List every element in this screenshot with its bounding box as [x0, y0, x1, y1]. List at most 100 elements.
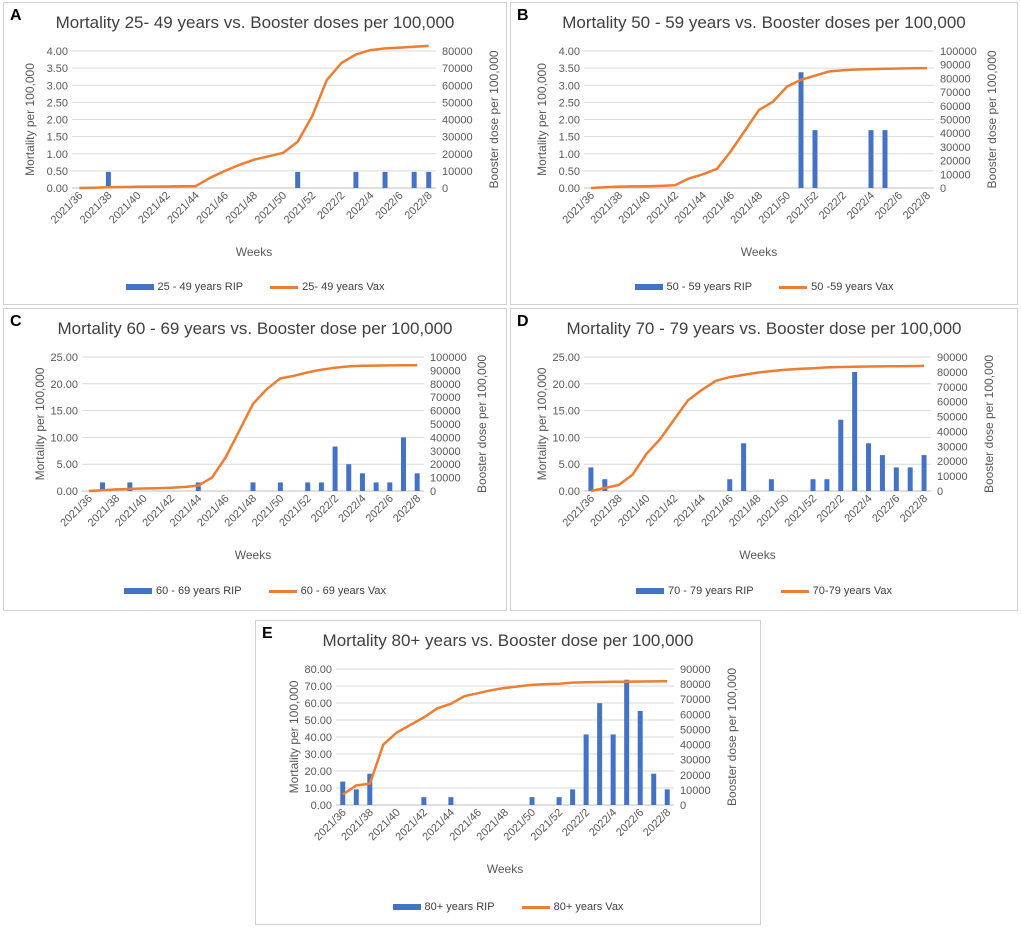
bar-rip [810, 479, 816, 491]
bar-rip [250, 482, 256, 491]
bar-rip [105, 171, 111, 188]
bar-rip [812, 130, 818, 188]
x-axis-title: Weeks [741, 245, 777, 259]
bar-rip [373, 482, 379, 491]
panel-letter-d: D [517, 313, 529, 330]
bar-rip [624, 679, 630, 805]
bar-rip [367, 773, 373, 805]
legend-label-rip: 50 - 59 years RIP [666, 281, 753, 294]
bar-rip [426, 171, 432, 188]
legend-label-rip: 70 - 79 years RIP [668, 585, 754, 598]
y2-tick-label: 70000 [430, 392, 461, 404]
bar-rip [353, 171, 359, 188]
panel-letter-c: C [10, 313, 22, 330]
bar-rip [556, 797, 562, 805]
bar-rip [907, 467, 913, 491]
panel-letter-b: B [517, 7, 529, 24]
x-tick-label: 2022/4 [845, 190, 877, 222]
y2-tick-label: 70000 [442, 63, 473, 75]
y-tick-label: 20.00 [552, 379, 580, 391]
y2-tick-label: 20000 [940, 156, 971, 168]
y2-tick-label: 20000 [680, 770, 711, 782]
y2-tick-label: 10000 [430, 473, 461, 485]
y-tick-label: 3.50 [47, 63, 68, 75]
y-tick-label: 60.00 [304, 698, 332, 710]
x-tick-label: 2021/52 [282, 190, 319, 227]
y2-tick-label: 0 [680, 800, 686, 812]
bar-rip [305, 482, 311, 491]
y-tick-label: 15.00 [552, 406, 580, 418]
y2-tick-label: 60000 [937, 397, 968, 409]
y-tick-label: 4.00 [47, 46, 68, 58]
y2-tick-label: 30000 [430, 446, 461, 458]
legend-swatch-line [268, 589, 297, 593]
y2-tick-label: 80000 [442, 46, 473, 58]
y-tick-label: 15.00 [50, 406, 78, 418]
y-tick-label: 5.00 [57, 459, 78, 471]
chart-title-d: Mortality 70 - 79 years vs. Booster dose… [566, 319, 962, 338]
bar-rip [387, 482, 393, 491]
bar-rip [127, 482, 133, 491]
legend-swatch-line [521, 905, 550, 909]
y2-tick-label: 70000 [937, 382, 968, 394]
y-tick-label: 3.00 [47, 80, 68, 92]
legend-item-rip-a: 25 - 49 years RIP [125, 281, 243, 293]
y2-tick-label: 80000 [680, 679, 711, 691]
bar-rip [921, 455, 927, 491]
legend-item-rip-c: 60 - 69 years RIP [123, 585, 242, 597]
y-tick-label: 2.50 [559, 97, 580, 109]
chart-svg-e: 0.00 10.00 20.00 30.00 40.00 50.00 60.00 70.00 8… [287, 664, 739, 876]
x-tick-label: 2022/8 [391, 493, 423, 525]
chart-svg-b: 0.00 0.50 1.00 1.50 2.00 2.50 3.00 3.50 4.00 0 100… [535, 46, 999, 259]
legend-label-vax: 80+ years Vax [553, 901, 624, 914]
y2-tick-label: 100000 [430, 352, 467, 364]
y2-tick-label: 20000 [442, 149, 473, 161]
y-tick-label: 2.50 [47, 97, 68, 109]
bar-rip [852, 372, 858, 491]
bar-rip [277, 482, 283, 491]
y-tick-label: 4.00 [559, 46, 580, 58]
x-tick-label: 2022/6 [614, 807, 646, 839]
y-tick-label: 0.00 [559, 486, 580, 498]
bar-rip [838, 419, 844, 491]
bar-rip [768, 479, 774, 491]
panel-letter-e: E [262, 625, 273, 642]
y2-tick-label: 50000 [937, 412, 968, 424]
legend-c: 60 - 69 years RIP 60 - 69 years Vax [4, 585, 506, 597]
x-tick-label: 2022/6 [870, 493, 902, 525]
y-tick-label: 3.00 [559, 80, 580, 92]
panel-letter-a: A [10, 7, 22, 24]
bar-rip [602, 479, 608, 491]
legend-item-rip-d: 70 - 79 years RIP [636, 585, 754, 597]
y2-tick-label: 80000 [937, 367, 968, 379]
bar-rip [318, 482, 324, 491]
chart-panel-e: E Mortality 80+ years vs. Booster dose p… [255, 620, 761, 925]
chart-svg-a: 0.00 0.50 1.00 1.50 2.00 2.50 3.00 3.50 4.00 0 100… [23, 44, 501, 259]
x-tick-label: 2022/8 [403, 190, 435, 222]
y2-tick-label: 40000 [940, 128, 971, 140]
series-line-vax [79, 44, 429, 190]
bar-rip [610, 734, 616, 805]
bar-rip [583, 734, 589, 805]
legend-label-rip: 80+ years RIP [424, 901, 495, 914]
y2-tick-label: 50000 [442, 97, 473, 109]
y2-tick-label: 10000 [940, 169, 971, 181]
y-tick-label: 0.50 [559, 166, 580, 178]
bar-rip [421, 797, 427, 805]
x-tick-label: 2022/4 [587, 807, 619, 839]
legend-swatch-line [780, 589, 809, 593]
y-tick-label: 1.50 [47, 132, 68, 144]
y-tick-label: 25.00 [50, 352, 78, 364]
bar-rip [295, 171, 301, 188]
x-axis-title: Weeks [487, 862, 523, 876]
y-tick-label: 25.00 [552, 352, 580, 364]
y-tick-label: 40.00 [304, 732, 332, 744]
bar-rip [448, 797, 454, 805]
x-tick-label: 2022/2 [315, 190, 347, 222]
legend-b: 50 - 59 years RIP 50 -59 years Vax [511, 281, 1017, 293]
bar-rip [798, 72, 804, 188]
x-tick-label: 2022/2 [309, 493, 341, 525]
x-tick-label: 2022/6 [873, 190, 905, 222]
y2-tick-label: 70000 [940, 87, 971, 99]
